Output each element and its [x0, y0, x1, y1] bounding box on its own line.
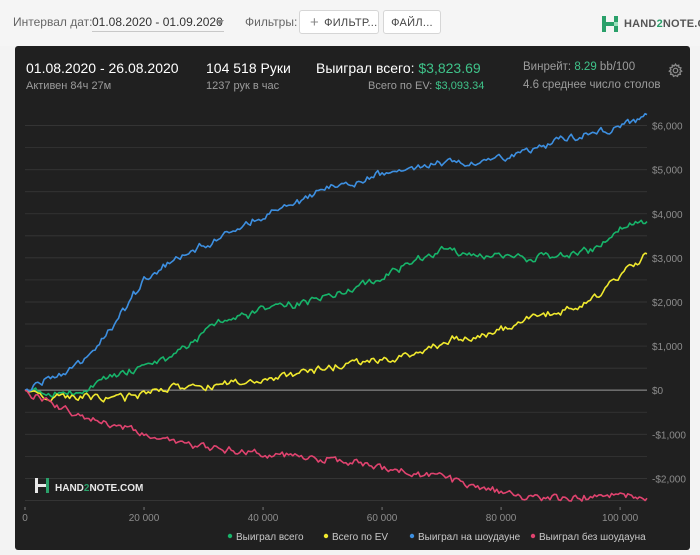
series-line-ev — [24, 252, 648, 403]
brand-text: HAND2NOTE.COM — [624, 18, 700, 30]
toolbar: Интервал дат: 01.08.2020 - 01.09.2020 Фи… — [0, 0, 700, 46]
chevron-down-icon — [216, 20, 224, 25]
winrate-unit: bb/100 — [599, 61, 636, 73]
winrate: Винрейт: 8.29 bb/100 — [523, 61, 635, 73]
total-won-label: Выиграл всего: — [316, 60, 415, 76]
date-interval-label: Интервал дат: — [13, 15, 93, 29]
date-range-value: 01.08.2020 - 01.09.2020 — [92, 15, 223, 29]
filters-label: Фильтры: — [245, 15, 298, 29]
hands-per-hour: 1237 рук в час — [206, 80, 280, 92]
y-tick-label: $2,000 — [652, 298, 683, 309]
gear-icon[interactable] — [668, 63, 683, 78]
y-tick-label: $6,000 — [652, 122, 683, 133]
date-range-summary: 01.08.2020 - 26.08.2020 — [26, 60, 179, 76]
watermark-text: HAND2NOTE.COM — [55, 483, 143, 494]
y-tick-label: -$2,000 — [652, 474, 686, 485]
series-line-won — [24, 219, 648, 399]
legend-label: Выиграл всего — [236, 532, 304, 543]
y-tick-label: $1,000 — [652, 342, 683, 353]
series-line-no_showdown — [24, 389, 648, 502]
graph-card: 01.08.2020 - 26.08.2020 Активен 84ч 27м … — [15, 46, 690, 550]
filter-button[interactable]: + ФИЛЬТР... — [299, 10, 379, 34]
watermark-logo: HAND2NOTE.COM — [35, 478, 143, 494]
y-tick-label: -$1,000 — [652, 430, 686, 441]
total-ev-label: Всего по EV: — [368, 80, 433, 92]
legend-label: Выиграл на шоудауне — [418, 532, 521, 543]
file-button-label: ФАЙЛ... — [391, 17, 433, 29]
x-tick-label: 80 000 — [486, 513, 517, 524]
winnings-graph: -$2,000 -$1,000 $0 $1,000 $2,000 $3,000 $4,000… — [22, 112, 686, 543]
x-tick-label: 60 000 — [367, 513, 398, 524]
total-won: Выиграл всего: $3,823.69 — [316, 60, 481, 76]
total-ev-value: $3,093.34 — [435, 80, 485, 92]
y-tick-label: $5,000 — [652, 166, 683, 177]
series-line-showdown — [24, 112, 648, 392]
legend-label: Всего по EV — [332, 532, 388, 543]
date-range-select[interactable]: 01.08.2020 - 01.09.2020 — [92, 15, 224, 32]
legend-item-showdown[interactable]: Выиграл на шоудауне — [409, 532, 521, 543]
filter-button-label: ФИЛЬТР... — [324, 17, 378, 29]
legend-marker — [323, 533, 329, 539]
hands-count: 104 518 Руки — [206, 60, 291, 76]
hand2note-logo-icon — [602, 16, 618, 32]
legend-label: Выиграл без шоудауна — [539, 531, 646, 543]
x-tick-label: 100 000 — [602, 513, 639, 524]
plus-icon: + — [310, 14, 320, 31]
legend-marker — [227, 533, 233, 539]
legend-item-no_showdown[interactable]: Выиграл без шоудауна — [530, 531, 646, 543]
active-time: Активен 84ч 27м — [26, 80, 112, 92]
legend-marker — [530, 533, 536, 539]
y-tick-label: $0 — [652, 386, 664, 397]
x-tick-label: 20 000 — [129, 513, 160, 524]
total-ev: Всего по EV: $3,093.34 — [368, 80, 484, 92]
legend-item-won[interactable]: Выиграл всего — [227, 532, 304, 543]
x-tick-label: 40 000 — [248, 513, 279, 524]
total-won-value: $3,823.69 — [418, 60, 481, 76]
y-tick-label: $3,000 — [652, 254, 683, 265]
legend-marker — [409, 533, 415, 539]
winrate-value: 8.29 — [574, 61, 597, 73]
file-button[interactable]: ФАЙЛ... — [383, 10, 441, 34]
avg-tables: 4.6 среднее число столов — [523, 79, 661, 91]
legend-item-ev[interactable]: Всего по EV — [323, 532, 389, 543]
winrate-label: Винрейт: — [523, 61, 572, 73]
hand2note-watermark-icon — [35, 478, 49, 493]
y-tick-label: $4,000 — [652, 210, 683, 221]
x-tick-label: 0 — [22, 513, 28, 524]
